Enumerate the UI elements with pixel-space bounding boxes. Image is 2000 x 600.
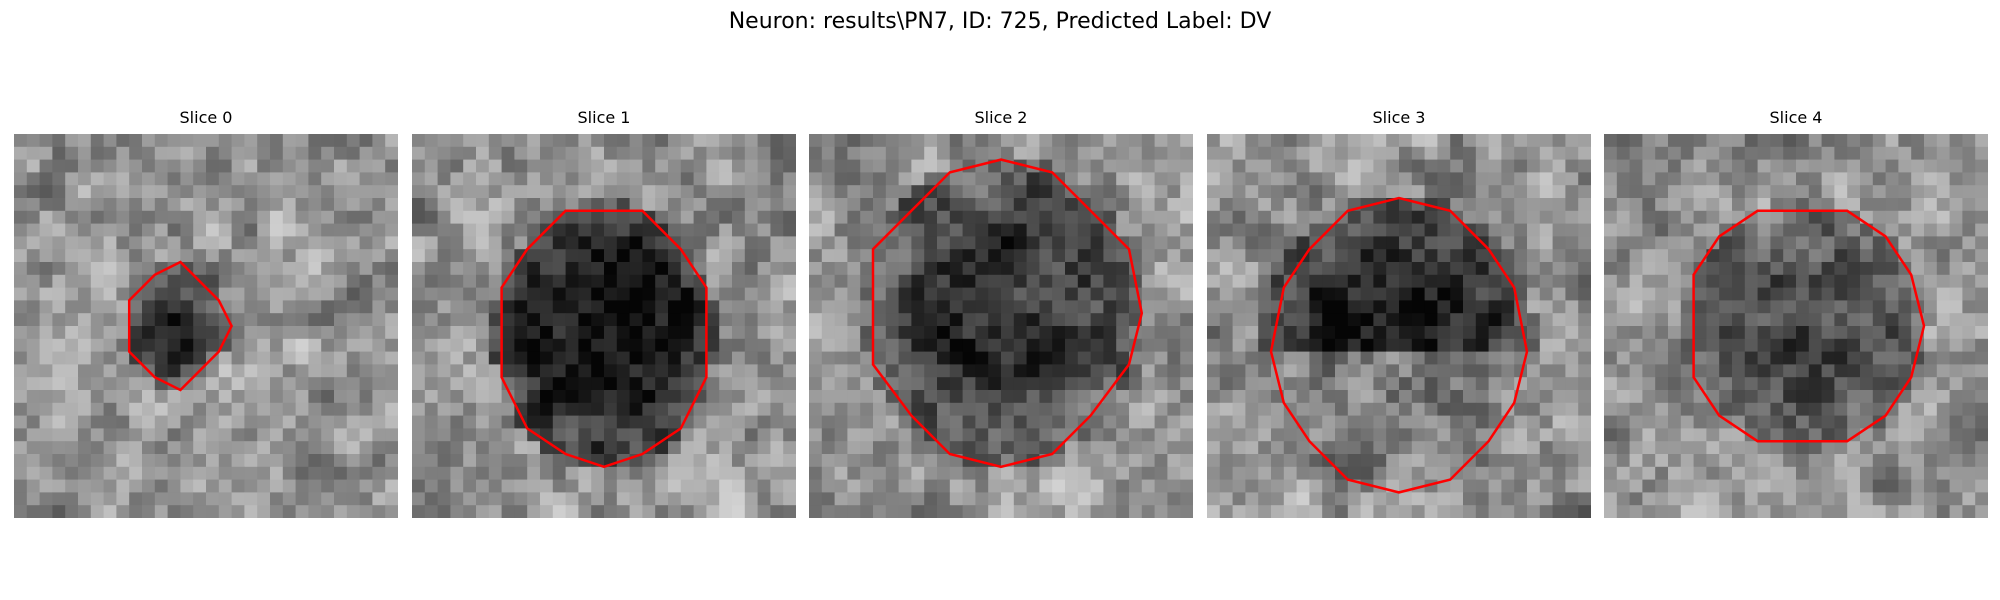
contour-outline-3 xyxy=(1269,196,1529,494)
slice-image-0 xyxy=(14,134,398,518)
slice-title-4: Slice 4 xyxy=(1769,108,1823,127)
figure-title: Neuron: results\PN7, ID: 725, Predicted … xyxy=(728,9,1272,34)
slice-image-3 xyxy=(1207,134,1591,518)
slice-title-1: Slice 1 xyxy=(577,108,631,127)
contour-outline-2 xyxy=(871,158,1144,469)
slice-panel-1: Slice 1 xyxy=(412,106,796,526)
slice-title-0: Slice 0 xyxy=(179,108,233,127)
slice-image-1 xyxy=(412,134,796,518)
slice-panel-0: Slice 0 xyxy=(14,106,398,526)
slice-panel-2: Slice 2 xyxy=(809,106,1193,526)
contour-outline-4 xyxy=(1692,209,1926,443)
slice-image-4 xyxy=(1604,134,1988,518)
slice-image-2 xyxy=(809,134,1193,518)
contour-outline-1 xyxy=(500,209,708,469)
slice-panel-4: Slice 4 xyxy=(1604,106,1988,526)
slice-panel-3: Slice 3 xyxy=(1207,106,1591,526)
slice-title-2: Slice 2 xyxy=(974,108,1028,127)
slice-title-3: Slice 3 xyxy=(1372,108,1426,127)
contour-outline-0 xyxy=(127,260,233,392)
